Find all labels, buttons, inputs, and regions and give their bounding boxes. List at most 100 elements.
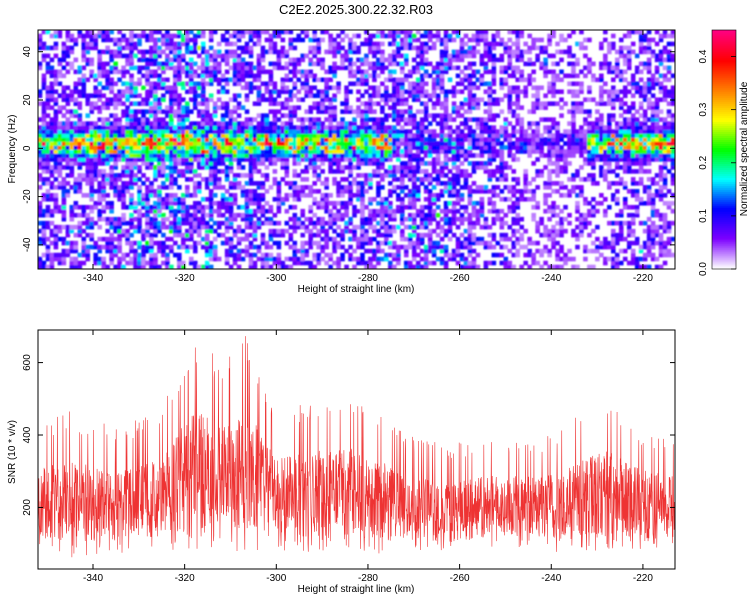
spectrogram-cell xyxy=(352,117,357,122)
spectrogram-cell xyxy=(244,212,250,218)
spectrogram-cell xyxy=(332,105,337,110)
spectrogram-cell xyxy=(507,185,513,190)
spectrogram-cell xyxy=(153,49,158,55)
spectrogram-cell xyxy=(232,65,238,71)
spectrogram-cell xyxy=(320,37,325,43)
spectrogram-cell xyxy=(352,33,357,39)
spectrogram-cell xyxy=(479,185,485,190)
spectrogram-cell xyxy=(264,208,270,214)
spectrogram-cell xyxy=(467,149,473,154)
spectrogram-cell xyxy=(300,125,306,130)
spectrogram-cell xyxy=(368,129,373,134)
spectrogram-cell xyxy=(73,240,79,246)
spectrogram-cell xyxy=(360,236,365,242)
spectrogram-cell xyxy=(368,153,373,158)
spectrogram-cell xyxy=(38,149,43,154)
spectrogram-cell xyxy=(244,181,250,186)
spectrogram-cell xyxy=(38,93,43,99)
spectrogram-cell xyxy=(316,77,321,83)
spectrogram-cell xyxy=(503,264,509,269)
spectrogram-cell xyxy=(415,145,421,150)
spectrogram-cell xyxy=(41,125,47,130)
spectrogram-cell xyxy=(169,244,174,250)
spectrogram-cell xyxy=(173,53,178,59)
spectrogram-cell xyxy=(173,129,178,134)
spectrogram-cell xyxy=(188,244,194,250)
spectrogram-cell xyxy=(141,101,146,106)
spectrogram-cell xyxy=(463,216,469,222)
spectrogram-cell xyxy=(181,260,186,266)
spectrogram-cell xyxy=(125,93,130,99)
spectrogram-cell xyxy=(515,240,521,246)
spectrogram-cell xyxy=(232,149,238,154)
spectrogram-cell xyxy=(491,61,497,67)
spectrogram-cell xyxy=(511,200,517,206)
spectrogram-cell xyxy=(149,141,154,146)
spectrogram-cell xyxy=(316,240,321,246)
spectrogram-cell xyxy=(423,264,429,269)
spectrogram-cell xyxy=(145,161,150,166)
spectrogram-cell xyxy=(368,157,373,162)
spectrogram-cell xyxy=(113,141,118,146)
spectrogram-cell xyxy=(388,113,393,118)
spectrogram-cell xyxy=(376,30,381,35)
spectrogram-cell xyxy=(407,157,413,162)
spectrogram-cell xyxy=(467,129,473,134)
spectrogram-cell xyxy=(308,73,313,79)
spectrogram-cell xyxy=(272,137,278,142)
spectrogram-cell xyxy=(57,121,63,126)
spectrogram-cell xyxy=(169,117,174,122)
spectrogram-cell xyxy=(244,97,250,102)
spectrogram-cell xyxy=(419,65,425,71)
spectrogram-cell xyxy=(384,252,389,258)
spectrogram-cell xyxy=(388,224,393,230)
spectrogram-cell xyxy=(443,109,449,114)
spectrogram-cell xyxy=(228,149,234,154)
spectrogram-cell xyxy=(364,157,369,162)
spectrogram-cell xyxy=(451,101,457,106)
spectrogram-cell xyxy=(336,41,341,47)
spectrogram-cell xyxy=(268,89,274,95)
spectrogram-cell xyxy=(133,248,138,254)
spectrogram-cell xyxy=(61,157,67,162)
spectrogram-cell xyxy=(161,216,166,222)
spectrogram-cell xyxy=(200,121,206,126)
spectrogram-cell xyxy=(208,204,214,210)
spectrogram-cell xyxy=(411,93,417,99)
spectrogram-cell xyxy=(443,185,449,190)
spectrogram-cell xyxy=(117,125,122,130)
spectrogram-cell xyxy=(244,45,250,51)
spectrogram-cell xyxy=(117,232,122,238)
spectrogram-cell xyxy=(181,200,186,206)
spectrogram-cell xyxy=(280,77,286,83)
spectrogram-cell xyxy=(296,173,302,178)
spectrogram-cell xyxy=(192,248,198,254)
spectrogram-cell xyxy=(443,37,449,43)
spectrogram-cell xyxy=(451,141,457,146)
spectrogram-cell xyxy=(224,125,230,130)
spectrogram-cell xyxy=(336,260,341,266)
spectrogram-cell xyxy=(133,228,138,234)
spectrogram-cell xyxy=(471,212,477,218)
spectrogram-cell xyxy=(117,53,122,59)
spectrogram-cell xyxy=(177,244,182,250)
spectrogram-cell xyxy=(539,216,544,222)
spectrogram-cell xyxy=(491,208,497,214)
spectrogram-cell xyxy=(89,41,95,47)
spectrogram-cell xyxy=(212,30,218,35)
spectrogram-cell xyxy=(109,252,114,258)
spectrogram-cell xyxy=(77,133,83,138)
spectrogram-cell xyxy=(419,125,425,130)
spectrogram-cell xyxy=(133,204,138,210)
spectrogram-cell xyxy=(471,49,477,55)
spectrogram-cell xyxy=(360,181,365,186)
spectrogram-cell xyxy=(41,53,47,59)
spectrogram-cell xyxy=(101,149,106,154)
spectrogram-cell xyxy=(415,61,421,67)
spectrogram-cell xyxy=(495,30,501,35)
spectrogram-cell xyxy=(455,81,461,87)
spectrogram-cell xyxy=(93,189,99,194)
spectrogram-cell xyxy=(312,189,317,194)
spectrogram-cell xyxy=(101,256,106,262)
spectrogram-cell xyxy=(328,133,333,138)
